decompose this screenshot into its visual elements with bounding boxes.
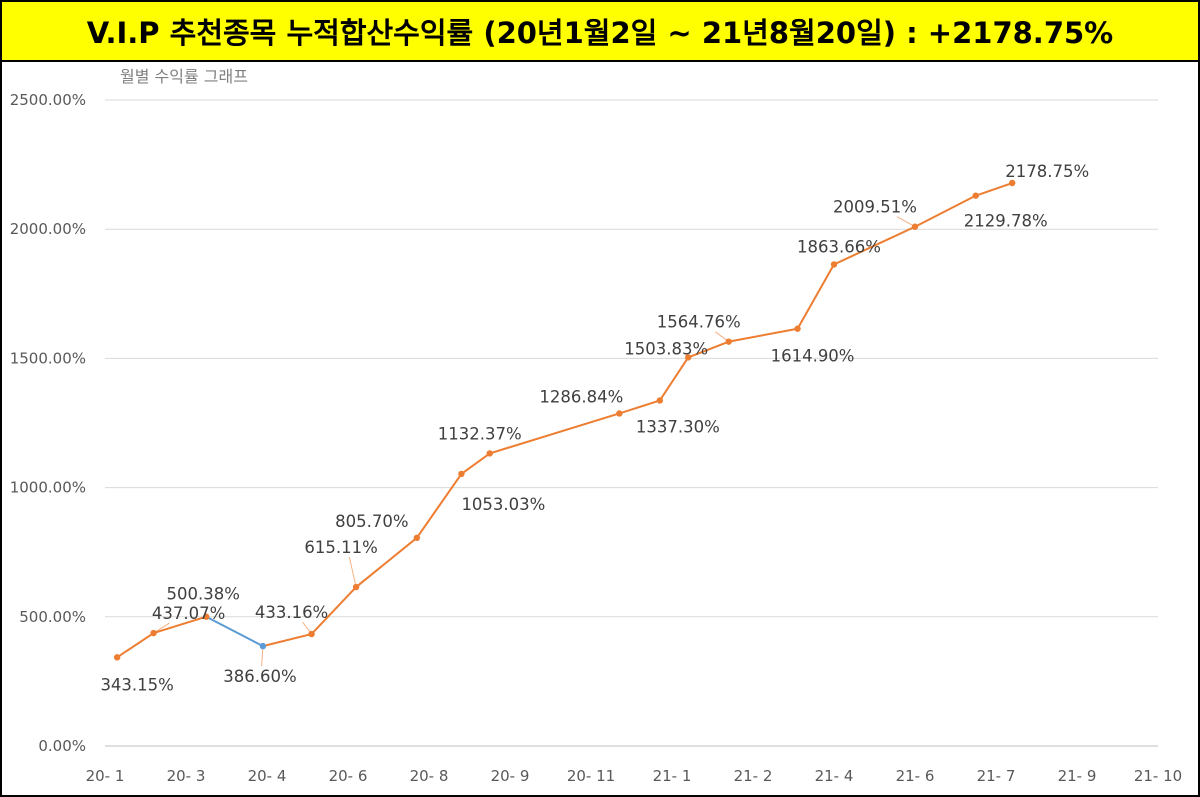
series-segment (205, 615, 264, 647)
data-point (685, 354, 692, 361)
x-tick-label: 20- 3 (167, 767, 206, 785)
data-label: 2129.78% (964, 212, 1048, 231)
chart-title: 월별 수익률 그래프 (120, 67, 248, 86)
label-leader-line (261, 646, 264, 667)
series-segment (914, 194, 977, 228)
series-segment (796, 263, 835, 330)
series-segment (833, 225, 916, 266)
data-point (203, 613, 210, 620)
series-segment (460, 452, 491, 475)
data-label: 433.16% (255, 603, 328, 622)
y-tick-label: 2000.00% (10, 220, 86, 238)
data-label: 1614.90% (771, 347, 855, 366)
series-segment (262, 633, 312, 648)
data-label: 615.11% (304, 538, 377, 557)
y-tick-label: 0.00% (38, 737, 86, 755)
data-label: 2178.75% (1005, 162, 1089, 181)
data-point (486, 450, 493, 457)
data-label: 1286.84% (539, 387, 623, 406)
data-point (616, 410, 623, 417)
data-label: 1863.66% (797, 237, 881, 256)
series-segment (355, 537, 418, 588)
series-segment (310, 586, 357, 635)
x-tick-label: 20- 8 (410, 767, 449, 785)
x-tick-label: 20- 1 (86, 767, 125, 785)
series-segment (619, 399, 661, 415)
series-segment (153, 615, 207, 635)
data-label: 1132.37% (438, 424, 522, 443)
data-label: 1503.83% (624, 339, 708, 358)
data-point (725, 338, 732, 345)
data-point (1009, 179, 1016, 187)
series-segment (116, 632, 155, 659)
data-label: 2009.51% (833, 198, 917, 217)
x-tick-label: 20- 4 (248, 767, 287, 785)
series-segment (489, 412, 620, 455)
data-point (972, 192, 979, 199)
data-point (830, 261, 838, 268)
data-label: 437.07% (152, 604, 225, 623)
y-tick-label: 500.00% (19, 608, 86, 626)
x-tick-label: 21- 7 (977, 767, 1016, 785)
banner-title: V.I.P 추천종목 누적합산수익률 (20년1월2일 ~ 21년8월20일) … (2, 2, 1198, 62)
data-label: 1053.03% (461, 495, 545, 514)
label-leader-line (896, 216, 916, 228)
data-point (259, 642, 267, 650)
data-point (794, 325, 801, 332)
y-tick-label: 1000.00% (10, 479, 86, 497)
y-tick-label: 2500.00% (10, 91, 86, 109)
series-segment (687, 340, 730, 359)
data-point (113, 654, 121, 661)
data-point (352, 583, 360, 591)
data-label: 1564.76% (657, 313, 741, 332)
x-tick-label: 20- 6 (329, 767, 368, 785)
series-segment (416, 473, 463, 539)
x-tick-label: 21- 1 (653, 767, 692, 785)
label-leader-line (348, 556, 357, 588)
x-tick-label: 21- 10 (1134, 767, 1182, 785)
x-tick-label: 21- 4 (815, 767, 854, 785)
series-segment (975, 182, 1013, 197)
data-label: 805.70% (335, 512, 408, 531)
data-point (150, 629, 157, 637)
x-tick-label: 21- 9 (1058, 767, 1097, 785)
data-label: 386.60% (223, 667, 296, 686)
data-point (458, 470, 465, 478)
data-point (656, 397, 664, 404)
data-point (911, 223, 919, 230)
series-segment (659, 356, 690, 401)
data-point (413, 534, 421, 542)
data-label: 500.38% (167, 585, 240, 604)
x-tick-label: 21- 6 (896, 767, 935, 785)
data-point (308, 630, 315, 638)
data-label: 343.15% (100, 675, 173, 694)
x-tick-label: 20- 9 (491, 767, 530, 785)
x-tick-label: 20- 11 (567, 767, 615, 785)
x-tick-label: 21- 2 (734, 767, 773, 785)
y-tick-label: 1500.00% (10, 349, 86, 367)
data-label: 1337.30% (636, 417, 720, 436)
series-segment (728, 327, 798, 343)
